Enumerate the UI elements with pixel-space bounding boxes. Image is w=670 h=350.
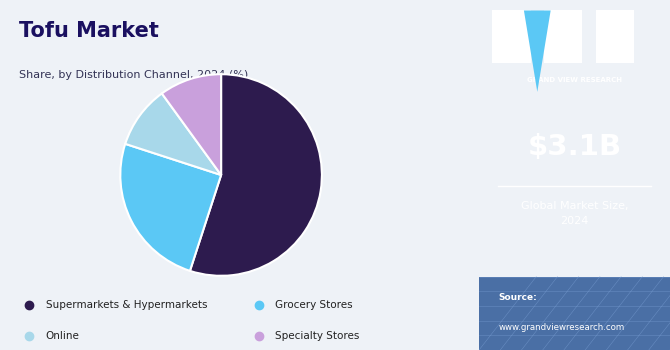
Wedge shape <box>190 74 322 276</box>
Text: Grocery Stores: Grocery Stores <box>275 300 353 310</box>
Bar <box>492 10 531 63</box>
FancyBboxPatch shape <box>479 276 670 350</box>
Text: Online: Online <box>46 331 79 341</box>
Text: Tofu Market: Tofu Market <box>19 21 159 41</box>
Text: www.grandviewresearch.com: www.grandviewresearch.com <box>498 323 624 332</box>
Text: Supermarkets & Hypermarkets: Supermarkets & Hypermarkets <box>46 300 207 310</box>
Text: Source:: Source: <box>498 293 537 302</box>
Text: GRAND VIEW RESEARCH: GRAND VIEW RESEARCH <box>527 77 622 83</box>
Bar <box>596 10 634 63</box>
Text: Specialty Stores: Specialty Stores <box>275 331 360 341</box>
Wedge shape <box>162 74 221 175</box>
Text: $3.1B: $3.1B <box>527 133 622 161</box>
Wedge shape <box>125 93 221 175</box>
Text: Share, by Distribution Channel, 2024 (%): Share, by Distribution Channel, 2024 (%) <box>19 70 249 80</box>
Polygon shape <box>524 10 551 92</box>
Bar <box>544 10 582 63</box>
Text: Global Market Size,
2024: Global Market Size, 2024 <box>521 202 628 225</box>
Wedge shape <box>121 144 221 271</box>
